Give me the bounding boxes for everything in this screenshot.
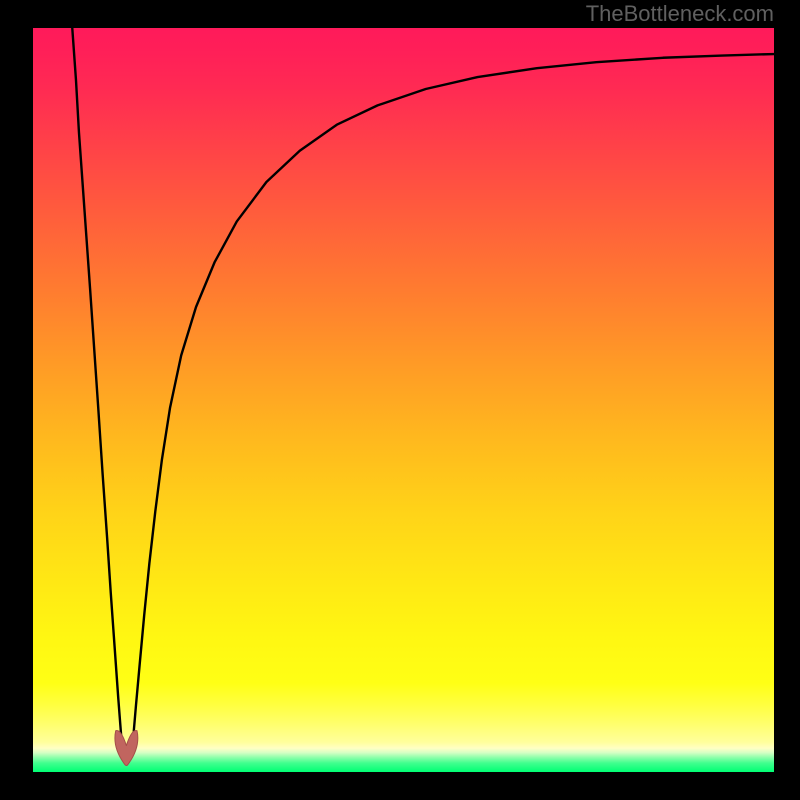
plot-background	[33, 28, 774, 772]
figure-stage: TheBottleneck.com	[0, 0, 800, 800]
bottleneck-curve-plot	[33, 28, 774, 772]
watermark-link[interactable]: TheBottleneck.com	[586, 1, 774, 27]
